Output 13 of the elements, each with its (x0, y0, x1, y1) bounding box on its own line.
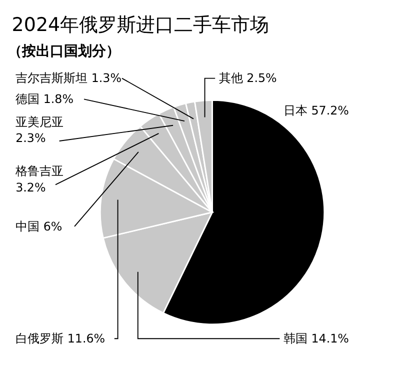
slice-label: 白俄罗斯 11.6% (16, 331, 106, 346)
slice-label: 格鲁吉亚 (14, 164, 64, 178)
slice-label: 德国 1.8% (16, 92, 74, 106)
chart-subtitle: （按出口国划分） (8, 44, 120, 60)
slice-label: 韩国 14.1% (284, 331, 349, 346)
data-label: 2.3% (16, 130, 46, 145)
slice-label: 其他 2.5% (218, 71, 277, 86)
chart-title: 2024年俄罗斯进口二手车市场 (12, 14, 270, 36)
slice-label: 日本 57.2% (284, 103, 349, 118)
slice-label: 亚美尼亚 (16, 114, 64, 129)
data-label: 3.2% (16, 180, 46, 194)
slice-label: 吉尔吉斯斯坦 1.3% (16, 71, 122, 86)
slice-label: 中国 6% (16, 219, 62, 234)
